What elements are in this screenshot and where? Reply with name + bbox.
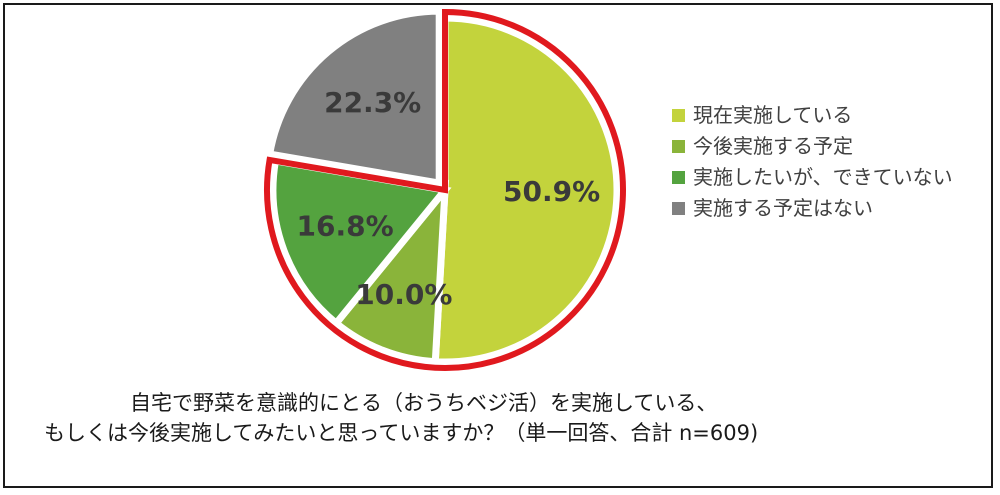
- legend-label: 今後実施する予定: [693, 134, 853, 158]
- data-label-no-plan: 22.3%: [324, 86, 421, 119]
- legend-item-planned: 今後実施する予定: [672, 133, 953, 159]
- caption-line-1: 自宅で野菜を意識的にとる（おうちベジ活）を実施している、: [130, 391, 718, 415]
- slice-no-plan: [265, 7, 443, 188]
- legend-label: 実施する予定はない: [693, 196, 873, 220]
- slice-want-but-not: [269, 156, 452, 329]
- data-label-current: 50.9%: [503, 175, 600, 208]
- chart-frame: [3, 3, 993, 488]
- legend-label: 実施したいが、できていない: [693, 165, 953, 189]
- slice-current: [431, 14, 621, 366]
- data-label-want-but-not: 16.8%: [297, 209, 394, 242]
- legend-label: 現在実施している: [693, 103, 853, 127]
- caption-line-2: もしくは今後実施してみたいと思っていますか？（単一回答、合計 n=609): [44, 421, 759, 445]
- legend-swatch: [672, 201, 685, 215]
- legend-item-want-but-not: 実施したいが、できていない: [672, 164, 953, 190]
- legend-swatch: [672, 170, 685, 184]
- chart-caption: 自宅で野菜を意識的にとる（おうちベジ活）を実施している、 もしくは今後実施してみ…: [0, 388, 1000, 448]
- legend: 現在実施している 今後実施する予定 実施したいが、できていない 実施する予定はな…: [672, 102, 953, 226]
- slice-planned: [331, 179, 450, 366]
- highlight-outline: [264, 8, 626, 371]
- legend-item-no-plan: 実施する予定はない: [672, 195, 953, 221]
- legend-swatch: [672, 139, 685, 153]
- legend-swatch: [672, 108, 685, 122]
- data-label-planned: 10.0%: [355, 278, 452, 311]
- legend-item-current: 現在実施している: [672, 102, 953, 128]
